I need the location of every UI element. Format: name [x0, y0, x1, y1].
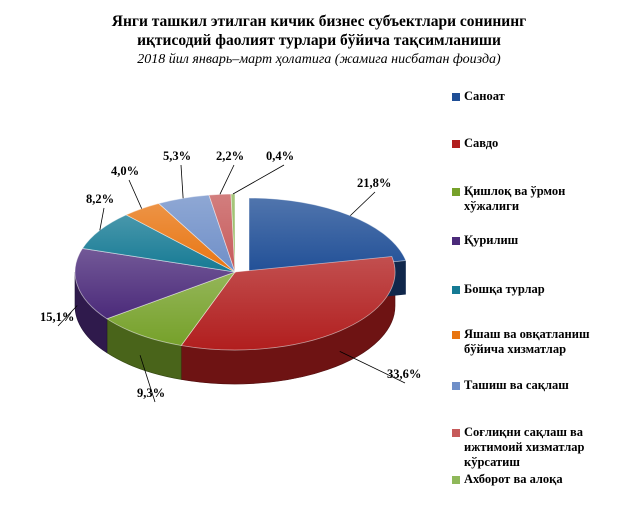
data-label: 15,1% — [40, 310, 74, 324]
legend-swatch — [452, 382, 460, 390]
leader-line — [139, 355, 156, 403]
pie-labels: 21,8% 33,6% 9,3% 15,1% 8,2% 4,0% 5,3% 2,2% 0,4% — [40, 149, 421, 403]
data-label: 5,3% — [163, 149, 191, 163]
legend-swatch — [452, 237, 460, 245]
leader-line — [57, 305, 78, 327]
legend-label: Ахборот ва алоқа — [464, 472, 563, 487]
pie-slice-sheen — [126, 203, 235, 272]
chart-title-line-2: иқтисодий фаолият турлари бўйича тақсимл… — [137, 32, 501, 49]
legend-swatch — [452, 331, 460, 339]
data-label: 21,8% — [357, 176, 391, 190]
pie-slice-sheen — [249, 198, 406, 276]
legend-label-line: бўйича хизматлар — [464, 342, 567, 356]
chart-title-block: Янги ташкил этилган кичик бизнес субъект… — [0, 12, 638, 69]
legend-label-line: Соғлиқни сақлаш ва — [464, 425, 583, 439]
legend-swatch — [452, 429, 460, 437]
legend-label: Саноат — [464, 89, 505, 104]
chart-title-line-1: Янги ташкил этилган кичик бизнес субъект… — [111, 13, 527, 30]
legend-label: Соғлиқни сақлаш ва ижтимоий хизматлар кўрс… — [464, 425, 584, 470]
pie-slice-sheen — [82, 214, 236, 272]
leader-line — [99, 207, 105, 231]
legend-label: Ташиш ва сақлаш — [464, 378, 569, 393]
legend-label-line: Савдо — [464, 136, 499, 150]
legend-swatch — [452, 188, 460, 196]
legend-swatch — [452, 93, 460, 101]
legend-swatch — [452, 140, 460, 148]
data-label: 0,4% — [266, 149, 294, 163]
leader-line — [128, 179, 143, 209]
pie-slice-sheen — [208, 194, 235, 272]
leader-line — [219, 164, 235, 195]
legend-label: Яшаш ва овқатланиш бўйича хизматлар — [464, 327, 590, 357]
leader-line — [232, 164, 285, 195]
chart-subtitle: 2018 йил январь–март ҳолатига (жамига ни… — [137, 52, 501, 67]
legend: Саноат Савдо Қишлоқ ва ўрмон хўжалиги Қурили… — [452, 0, 638, 512]
leader-line — [339, 350, 406, 384]
legend-label-line: Саноат — [464, 89, 505, 103]
legend-label-line: Қишлоқ ва ўрмон — [464, 184, 566, 198]
pie-slice-sheen — [181, 256, 395, 350]
data-label: 9,3% — [137, 386, 165, 400]
legend-label-line: кўрсатиш — [464, 455, 520, 469]
pie-top-faces — [74, 193, 407, 351]
pie-slice-sheen — [230, 194, 235, 272]
legend-label-line: хўжалиги — [464, 199, 520, 213]
pie-slice-sheen — [106, 272, 235, 346]
data-label: 2,2% — [216, 149, 244, 163]
legend-swatch — [452, 476, 460, 484]
data-label: 33,6% — [387, 367, 421, 381]
leader-line — [180, 164, 184, 199]
data-label: 4,0% — [111, 164, 139, 178]
legend-label-line: Яшаш ва овқатланиш — [464, 327, 590, 341]
legend-label: Бошқа турлар — [464, 282, 545, 297]
legend-label-line: Қурилиш — [464, 233, 519, 247]
legend-label: Қурилиш — [464, 233, 518, 248]
legend-label-line: ижтимоий хизматлар — [464, 440, 585, 454]
legend-label-line: Ахборот ва алоқа — [464, 472, 563, 486]
leader-line — [350, 191, 376, 216]
legend-label-line: Ташиш ва сақлаш — [464, 378, 569, 392]
legend-label: Қишлоқ ва ўрмон хўжалиги — [464, 184, 565, 214]
legend-label: Савдо — [464, 136, 498, 151]
legend-swatch — [452, 286, 460, 294]
data-label: 8,2% — [86, 192, 114, 206]
legend-label-line: Бошқа турлар — [464, 282, 545, 296]
pie-slice-sheen — [158, 195, 235, 272]
